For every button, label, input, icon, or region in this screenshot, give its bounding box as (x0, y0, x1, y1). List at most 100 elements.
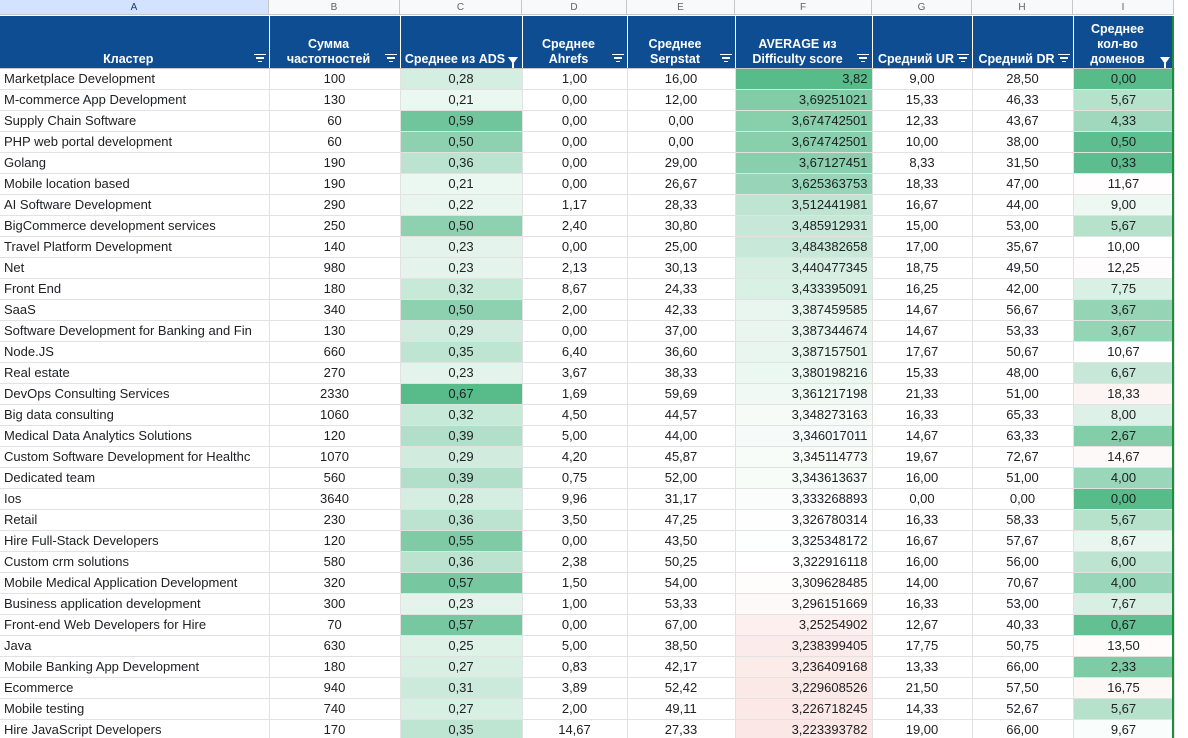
cell-ahrefs[interactable]: 2,40 (522, 215, 628, 237)
cell-domains[interactable]: 2,33 (1073, 656, 1175, 678)
cell-dr[interactable]: 52,67 (972, 698, 1074, 720)
cell-ads[interactable]: 0,21 (400, 173, 523, 195)
cell-ahrefs[interactable]: 1,50 (522, 572, 628, 594)
cell-ahrefs[interactable]: 9,96 (522, 488, 628, 510)
cell-dr[interactable]: 63,33 (972, 425, 1074, 447)
cell-cluster[interactable]: Supply Chain Software (0, 110, 270, 132)
cell-dr[interactable]: 46,33 (972, 89, 1074, 111)
filter-active-icon[interactable] (1159, 56, 1170, 68)
cell-ahrefs[interactable]: 1,69 (522, 383, 628, 405)
cell-frequency-sum[interactable]: 70 (269, 614, 401, 636)
cell-ads[interactable]: 0,27 (400, 656, 523, 678)
cell-ur[interactable]: 12,67 (872, 614, 973, 636)
cell-cluster[interactable]: Marketplace Development (0, 68, 270, 90)
cell-cluster[interactable]: Mobile testing (0, 698, 270, 720)
cell-difficulty[interactable]: 3,625363753 (735, 173, 873, 195)
cell-domains[interactable]: 9,00 (1073, 194, 1175, 216)
filter-icon[interactable] (611, 53, 624, 64)
cell-frequency-sum[interactable]: 190 (269, 152, 401, 174)
cell-cluster[interactable]: Mobile Banking App Development (0, 656, 270, 678)
cell-frequency-sum[interactable]: 560 (269, 467, 401, 489)
cell-serpstat[interactable]: 49,11 (627, 698, 736, 720)
cell-difficulty[interactable]: 3,25254902 (735, 614, 873, 636)
cell-domains[interactable]: 7,75 (1073, 278, 1175, 300)
cell-ur[interactable]: 13,33 (872, 656, 973, 678)
header-cluster[interactable]: Кластер (0, 16, 270, 69)
cell-domains[interactable]: 5,67 (1073, 698, 1175, 720)
cell-serpstat[interactable]: 67,00 (627, 614, 736, 636)
cell-difficulty[interactable]: 3,238399405 (735, 635, 873, 657)
cell-domains[interactable]: 4,00 (1073, 572, 1175, 594)
cell-cluster[interactable]: Java (0, 635, 270, 657)
cell-difficulty[interactable]: 3,82 (735, 68, 873, 90)
cell-serpstat[interactable]: 42,33 (627, 299, 736, 321)
cell-dr[interactable]: 51,00 (972, 383, 1074, 405)
cell-frequency-sum[interactable]: 2330 (269, 383, 401, 405)
cell-dr[interactable]: 44,00 (972, 194, 1074, 216)
cell-frequency-sum[interactable]: 1070 (269, 446, 401, 468)
cell-ads[interactable]: 0,21 (400, 89, 523, 111)
cell-ahrefs[interactable]: 0,00 (522, 152, 628, 174)
cell-cluster[interactable]: DevOps Consulting Services (0, 383, 270, 405)
cell-ads[interactable]: 0,36 (400, 551, 523, 573)
cell-ads[interactable]: 0,57 (400, 614, 523, 636)
cell-cluster[interactable]: AI Software Development (0, 194, 270, 216)
cell-ahrefs[interactable]: 0,75 (522, 467, 628, 489)
cell-ahrefs[interactable]: 4,50 (522, 404, 628, 426)
cell-ahrefs[interactable]: 2,00 (522, 299, 628, 321)
cell-ads[interactable]: 0,39 (400, 467, 523, 489)
cell-difficulty[interactable]: 3,333268893 (735, 488, 873, 510)
cell-difficulty[interactable]: 3,345114773 (735, 446, 873, 468)
cell-ur[interactable]: 14,00 (872, 572, 973, 594)
cell-difficulty[interactable]: 3,322916118 (735, 551, 873, 573)
cell-frequency-sum[interactable]: 740 (269, 698, 401, 720)
cell-difficulty[interactable]: 3,223393782 (735, 719, 873, 738)
cell-ads[interactable]: 0,29 (400, 446, 523, 468)
cell-domains[interactable]: 6,67 (1073, 362, 1175, 384)
cell-difficulty[interactable]: 3,309628485 (735, 572, 873, 594)
cell-serpstat[interactable]: 54,00 (627, 572, 736, 594)
cell-serpstat[interactable]: 45,87 (627, 446, 736, 468)
cell-serpstat[interactable]: 38,50 (627, 635, 736, 657)
cell-difficulty[interactable]: 3,485912931 (735, 215, 873, 237)
cell-domains[interactable]: 3,67 (1073, 320, 1175, 342)
cell-ur[interactable]: 16,33 (872, 404, 973, 426)
column-letter-h[interactable]: H (972, 0, 1073, 15)
cell-ahrefs[interactable]: 0,00 (522, 614, 628, 636)
cell-difficulty[interactable]: 3,346017011 (735, 425, 873, 447)
cell-domains[interactable]: 4,00 (1073, 467, 1175, 489)
cell-dr[interactable]: 53,33 (972, 320, 1074, 342)
cell-serpstat[interactable]: 24,33 (627, 278, 736, 300)
cell-dr[interactable]: 49,50 (972, 257, 1074, 279)
cell-ahrefs[interactable]: 0,00 (522, 236, 628, 258)
cell-ahrefs[interactable]: 3,50 (522, 509, 628, 531)
cell-serpstat[interactable]: 53,33 (627, 593, 736, 615)
header-ads[interactable]: Среднее из ADS (400, 16, 523, 69)
cell-ur[interactable]: 10,00 (872, 131, 973, 153)
cell-ur[interactable]: 14,67 (872, 320, 973, 342)
cell-domains[interactable]: 11,67 (1073, 173, 1175, 195)
cell-ur[interactable]: 16,33 (872, 593, 973, 615)
cell-frequency-sum[interactable]: 180 (269, 278, 401, 300)
cell-domains[interactable]: 5,67 (1073, 509, 1175, 531)
cell-ur[interactable]: 16,00 (872, 551, 973, 573)
cell-cluster[interactable]: Software Development for Banking and Fin (0, 320, 270, 342)
cell-cluster[interactable]: BigCommerce development services (0, 215, 270, 237)
cell-serpstat[interactable]: 28,33 (627, 194, 736, 216)
cell-serpstat[interactable]: 26,67 (627, 173, 736, 195)
cell-ur[interactable]: 18,33 (872, 173, 973, 195)
cell-domains[interactable]: 3,67 (1073, 299, 1175, 321)
cell-ur[interactable]: 0,00 (872, 488, 973, 510)
cell-ur[interactable]: 19,00 (872, 719, 973, 738)
cell-dr[interactable]: 56,00 (972, 551, 1074, 573)
cell-frequency-sum[interactable]: 320 (269, 572, 401, 594)
cell-frequency-sum[interactable]: 60 (269, 110, 401, 132)
filter-icon[interactable] (1057, 53, 1070, 64)
cell-cluster[interactable]: Ecommerce (0, 677, 270, 699)
cell-difficulty[interactable]: 3,674742501 (735, 131, 873, 153)
cell-ur[interactable]: 16,67 (872, 530, 973, 552)
cell-ads[interactable]: 0,23 (400, 236, 523, 258)
cell-ahrefs[interactable]: 0,00 (522, 89, 628, 111)
cell-ur[interactable]: 16,33 (872, 509, 973, 531)
cell-difficulty[interactable]: 3,512441981 (735, 194, 873, 216)
